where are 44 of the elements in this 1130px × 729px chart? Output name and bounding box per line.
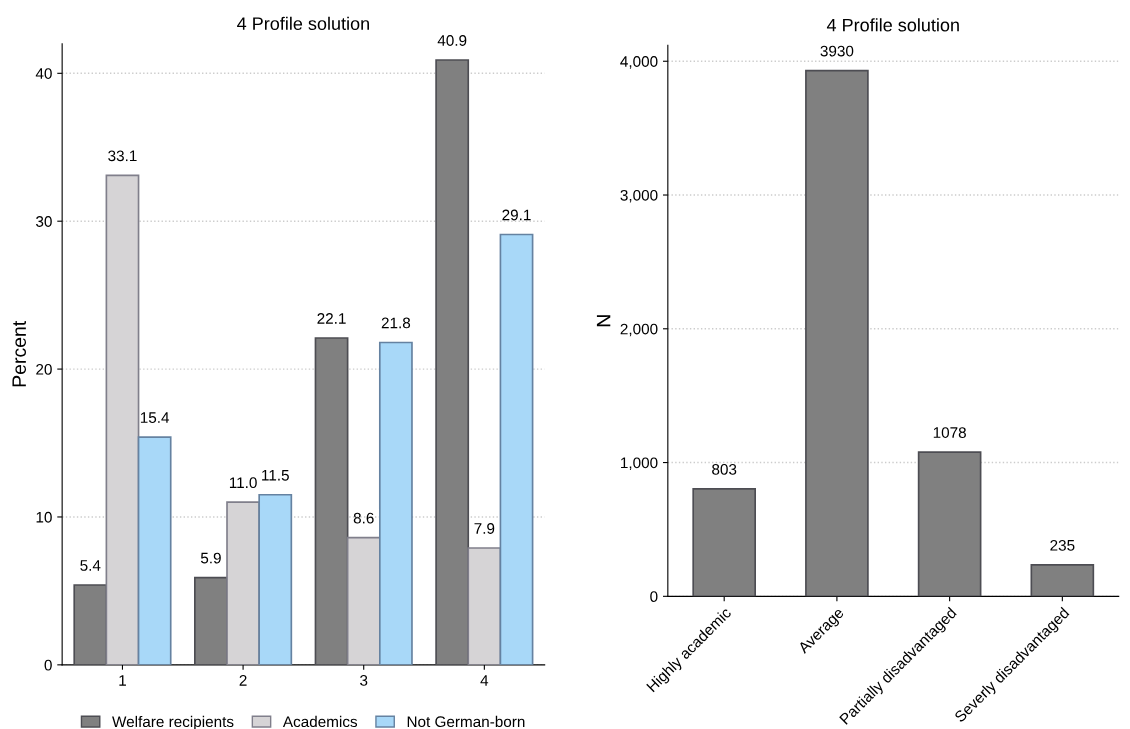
data-label: 3930 (820, 45, 854, 57)
chart-title: 4 Profile solution (826, 18, 959, 32)
text: 15.4 (140, 412, 170, 423)
y-tick-label: 4,000 (620, 56, 658, 69)
bar (258, 493, 293, 665)
bar (805, 69, 869, 597)
text: 5.9 (200, 552, 221, 564)
y-tick-label: 0 (44, 659, 52, 671)
y-tick-label: 10 (36, 511, 52, 523)
text: 5.4 (80, 560, 101, 571)
legend-label: Academics (282, 715, 358, 728)
chart-title: 4 Profile solution (237, 16, 369, 31)
y-tick-label: 0 (650, 591, 658, 603)
y-tick-label: 40 (35, 68, 52, 79)
bar (917, 451, 982, 597)
y-tick-label: 20 (36, 363, 52, 375)
text: 29.1 (502, 209, 531, 221)
text: 21.8 (381, 317, 411, 329)
x-tick-label: 4 (480, 675, 489, 686)
legend-label: Not German-born (407, 715, 525, 728)
bar (692, 488, 757, 597)
y-tick-label: 2,000 (620, 323, 658, 337)
text: 8.6 (353, 512, 374, 524)
y-axis-title: N (596, 315, 611, 327)
text: 7.9 (474, 523, 495, 534)
text: 33.1 (108, 150, 137, 162)
x-tick-label: 3 (360, 674, 368, 686)
bar (137, 436, 172, 665)
y-tick-label: 30 (36, 216, 52, 227)
y-axis-title: Percent (12, 320, 27, 387)
text: 22.1 (317, 313, 346, 324)
data-label: 235 (1050, 539, 1075, 551)
bar (378, 341, 413, 665)
x-tick-label: 2 (239, 674, 247, 686)
y-tick-label: 1,000 (621, 457, 658, 471)
data-label: 1078 (933, 427, 966, 438)
x-tick-label: 1 (119, 675, 126, 686)
text: 40.9 (437, 35, 467, 46)
y-tick-label: 3,000 (620, 189, 658, 203)
bar (499, 233, 534, 665)
text: 11.5 (262, 469, 289, 481)
data-label: 803 (712, 463, 737, 475)
text: 11.0 (229, 477, 257, 489)
bar (1030, 564, 1095, 597)
